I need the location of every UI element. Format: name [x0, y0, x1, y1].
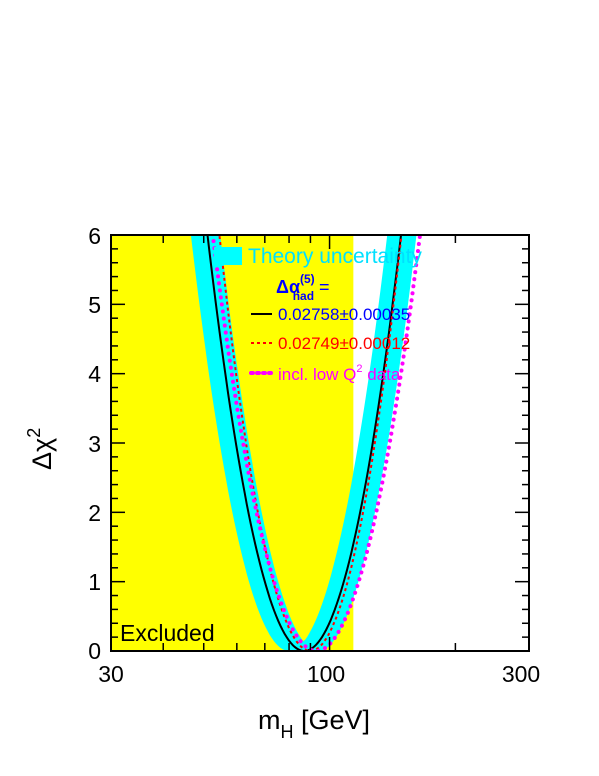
x-axis-label: mH [GeV]	[258, 705, 370, 742]
excluded-label: Excluded	[120, 620, 215, 646]
y-tick-label-0: 0	[88, 638, 101, 664]
legend: Theory uncertainty Δα(5) had = 0.02758±0.…	[248, 245, 422, 384]
x-tick-label-30: 30	[98, 661, 124, 687]
x-tick-label-100: 100	[307, 661, 345, 687]
legend-swatch-theory	[214, 247, 242, 265]
y-tick-label-2: 2	[88, 500, 101, 526]
legend-label-theory: Theory uncertainty	[248, 245, 422, 268]
theory-uncertainty-band	[190, 235, 417, 651]
legend-label-series-1: 0.02758±0.00035	[278, 305, 410, 324]
series-line-1	[206, 235, 403, 651]
legend-label-series-2: 0.02749±0.00012	[278, 334, 410, 353]
y-tick-label-1: 1	[88, 569, 101, 595]
axis-ticks	[110, 234, 530, 652]
y-axis-label: Δχ2	[24, 428, 57, 470]
y-tick-label-4: 4	[88, 361, 101, 387]
y-tick-label-3: 3	[88, 431, 101, 457]
y-tick-label-6: 6	[88, 223, 101, 249]
x-tick-label-300: 300	[502, 661, 540, 687]
legend-header: Δα(5) had =	[276, 272, 330, 303]
y-tick-label-5: 5	[88, 292, 101, 318]
legend-label-series-3: incl. low Q2 data	[278, 363, 401, 384]
